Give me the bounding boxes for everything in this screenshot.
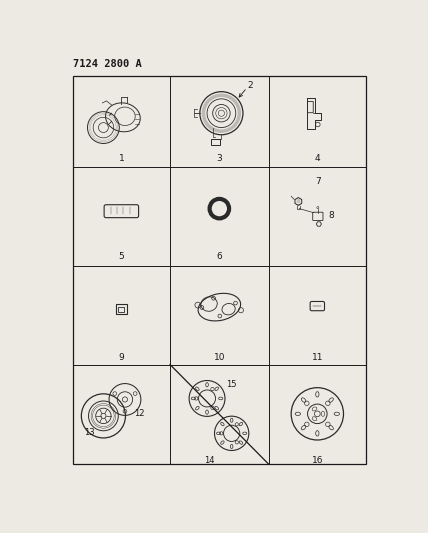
- Text: 1: 1: [119, 154, 124, 163]
- Text: 5: 5: [119, 252, 124, 261]
- Text: 14: 14: [204, 456, 214, 464]
- Bar: [116, 304, 127, 314]
- Text: 11: 11: [312, 353, 323, 362]
- Text: 2: 2: [247, 81, 253, 90]
- Text: 4: 4: [315, 154, 320, 163]
- Text: 8: 8: [328, 211, 334, 220]
- Text: 9: 9: [119, 353, 124, 362]
- Text: 7124 2800 A: 7124 2800 A: [73, 59, 141, 69]
- Text: 12: 12: [134, 409, 145, 418]
- Text: 16: 16: [312, 456, 323, 464]
- Bar: [119, 306, 124, 312]
- Text: 10: 10: [214, 353, 225, 362]
- Text: 13: 13: [84, 428, 94, 437]
- Text: 3: 3: [217, 154, 222, 163]
- Text: 6: 6: [217, 252, 222, 261]
- Text: 15: 15: [226, 379, 237, 389]
- Text: 7: 7: [315, 177, 321, 187]
